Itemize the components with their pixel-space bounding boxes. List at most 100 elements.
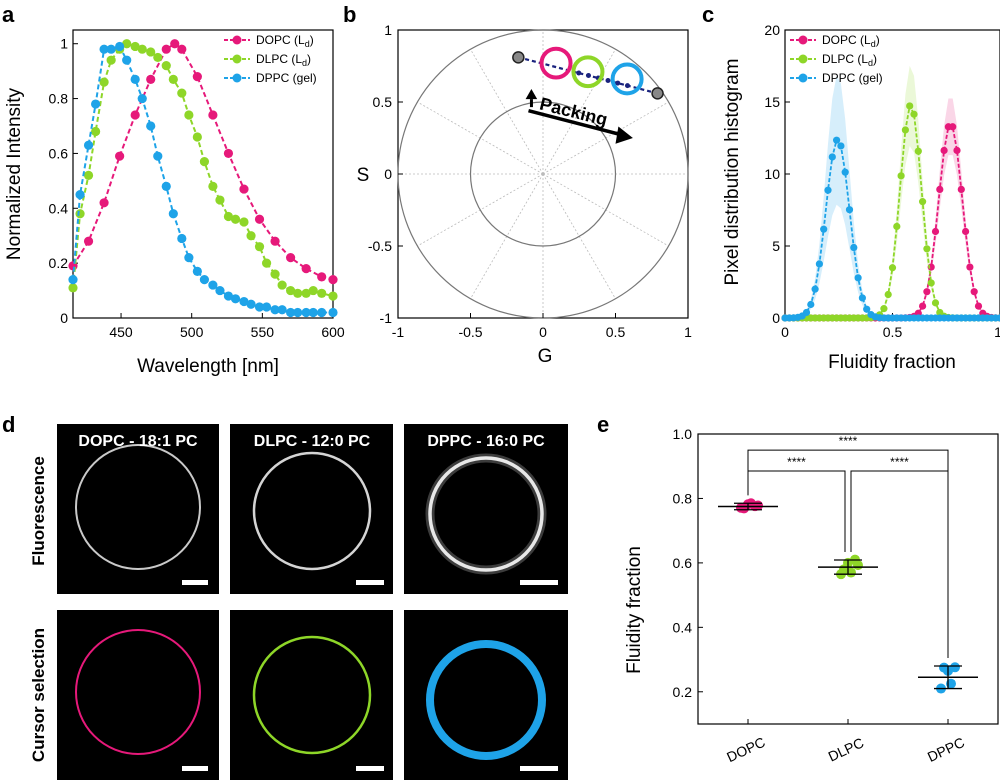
data-point: [99, 198, 109, 208]
y-tick-label: 0.4: [673, 619, 693, 635]
y-tick-label: -0.5: [368, 238, 392, 254]
data-point: [293, 307, 303, 318]
data-point: [863, 305, 871, 313]
legend-marker: [232, 35, 242, 45]
x-tick-label: 0: [539, 324, 547, 340]
data-point: [854, 274, 862, 282]
cluster-circle-dppc: [610, 62, 644, 96]
data-point: [833, 136, 841, 144]
cluster-circle-dopc: [539, 46, 573, 80]
data-point: [270, 269, 280, 279]
x-tick-label: -0.5: [458, 324, 482, 340]
data-point: [888, 264, 897, 272]
legend-marker: [232, 54, 242, 64]
scale-bar: [182, 580, 208, 585]
image-title-dopc: DOPC - 18:1 PC: [78, 433, 198, 450]
y-axis-title: S: [357, 165, 370, 186]
row-label-cursor-selection: Cursor selection: [29, 628, 48, 762]
data-point: [230, 294, 241, 304]
pixel-point: [576, 70, 582, 76]
data-point: [850, 243, 858, 252]
selection-ring-dppc: [426, 640, 546, 760]
row-label-fluorescence: Fluorescence: [29, 456, 48, 566]
vesicle-ring: [75, 444, 201, 570]
data-point: [168, 209, 178, 219]
data-point: [208, 110, 218, 120]
panel-label-b: b: [343, 2, 356, 27]
data-point: [931, 299, 940, 307]
data-point: [115, 151, 125, 161]
panel-label-e: e: [597, 412, 609, 437]
y-tick-label: 1: [384, 22, 392, 38]
data-point: [940, 146, 948, 155]
packing-annotation: Packing: [538, 94, 610, 130]
pixel-point: [586, 73, 592, 79]
y-axis-title: Normalized Intensity: [4, 87, 25, 260]
data-point: [75, 189, 85, 200]
y-axis-title: Pixel distribution histogram: [722, 58, 743, 285]
data-point: [828, 153, 836, 161]
data-point: [184, 253, 194, 263]
data-point: [83, 170, 94, 180]
y-tick-label: 0.4: [49, 200, 69, 216]
selection-ring-dlpc: [252, 635, 372, 755]
data-point: [824, 186, 832, 194]
data-point: [277, 305, 287, 315]
data-point: [199, 157, 210, 167]
data-point: [122, 39, 132, 49]
significance-bracket: [747, 470, 846, 552]
data-point: [927, 279, 935, 287]
x-tick-label: 1: [994, 324, 1000, 340]
data-point: [130, 74, 140, 84]
data-point: [953, 146, 961, 155]
x-tick-label: 0.5: [883, 324, 903, 340]
series-line: [72, 45, 333, 314]
data-point: [845, 206, 854, 214]
data-point: [99, 77, 109, 87]
data-point: [893, 222, 901, 231]
data-point: [328, 307, 338, 318]
data-point: [308, 285, 318, 296]
data-point: [68, 283, 78, 293]
data-point: [962, 227, 970, 236]
scale-bar: [520, 766, 558, 771]
panel-e-dot-plot: 0.2 0.4 0.6 0.8 1.0 DOPC DLPC DPPC **** **** ****…: [624, 426, 999, 765]
panel-b-phasor-plot: -1 -0.5 0 0.5 1 -1 -0.5 0 0.5 1 Packing G S: [357, 22, 692, 367]
significance-label: ****: [787, 455, 806, 469]
data-point: [841, 168, 849, 176]
legend-marker: [232, 73, 242, 83]
y-tick-label: 0: [384, 166, 392, 182]
data-point: [161, 181, 171, 191]
pixel-point: [615, 80, 621, 86]
data-point: [858, 294, 867, 302]
reference-endpoint: [651, 87, 664, 100]
panel-a-spectra-chart: 450 500 550 600 0 0.2 0.4 0.6 0.8 1 DOPC (Ld) DLPC…: [4, 29, 345, 377]
data-point: [170, 39, 180, 49]
legend-label: DLPC (Ld): [822, 52, 877, 68]
data-point: [277, 280, 287, 290]
legend-marker: [798, 54, 808, 64]
data-point: [897, 172, 905, 180]
data-point: [301, 307, 311, 318]
data-point: [286, 285, 296, 296]
data-point: [192, 72, 202, 82]
pixel-point: [624, 83, 630, 89]
series-line: [785, 125, 1000, 319]
data-point: [161, 44, 171, 54]
legend-label: DPPC (gel): [256, 71, 317, 85]
scale-bar: [356, 766, 384, 771]
data-point: [884, 290, 892, 299]
image-title-dlpc: DLPC - 12:0 PC: [254, 433, 371, 450]
data-point: [184, 110, 194, 120]
data-point: [146, 74, 156, 84]
data-point: [301, 264, 311, 274]
data-point: [83, 140, 94, 150]
legend-label: DLPC (Ld): [256, 52, 311, 68]
x-axis-title: Wavelength [nm]: [137, 356, 279, 377]
x-tick-label: 500: [180, 324, 204, 340]
data-point: [137, 44, 147, 54]
data-point: [137, 93, 147, 104]
significance-bracket: [747, 449, 949, 658]
data-point: [91, 99, 101, 109]
